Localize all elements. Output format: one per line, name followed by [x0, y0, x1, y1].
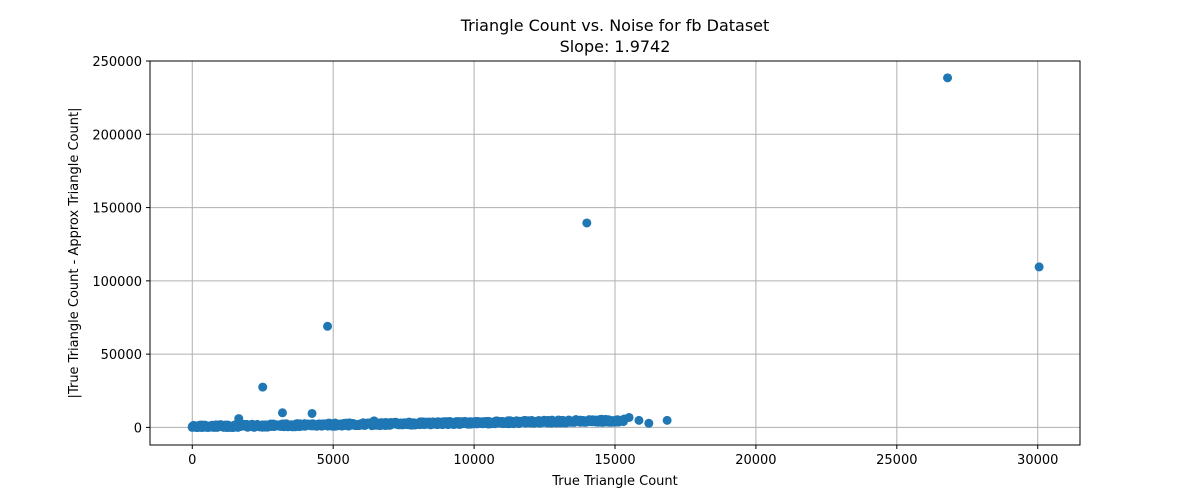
- scatter-point: [644, 418, 654, 428]
- y-axis-label: |True Triangle Count - Approx Triangle C…: [67, 108, 82, 399]
- scatter-point: [943, 73, 953, 83]
- x-tick-label: 20000: [735, 453, 776, 468]
- points-layer: [187, 73, 1044, 432]
- y-tick-label: 150000: [92, 202, 142, 217]
- scatter-point: [369, 416, 379, 426]
- scatter-point: [1034, 262, 1044, 272]
- y-tick-label: 0: [134, 421, 142, 436]
- y-tick-label: 100000: [92, 275, 142, 290]
- x-tick-label: 0: [188, 453, 196, 468]
- scatter-point: [323, 321, 333, 331]
- x-tick-label: 15000: [594, 453, 635, 468]
- y-tick-label: 250000: [92, 55, 142, 70]
- x-tick-label: 5000: [317, 453, 350, 468]
- x-tick-label: 25000: [876, 453, 917, 468]
- scatter-point: [662, 415, 672, 425]
- scatter-point: [234, 414, 244, 424]
- scatter-point: [258, 382, 268, 392]
- scatter-point: [582, 218, 592, 228]
- grid-layer: [150, 60, 1080, 445]
- scatter-point: [624, 412, 634, 422]
- ticks-layer: 0 5000 10000 15000 20000 25000 30000 0 50000 1000…: [92, 55, 1058, 468]
- y-tick-label: 50000: [101, 348, 142, 363]
- x-axis-label: True Triangle Count: [551, 474, 678, 489]
- x-tick-label: 10000: [453, 453, 494, 468]
- scatter-point: [277, 408, 287, 418]
- chart-title: Triangle Count vs. Noise for fb Dataset: [460, 16, 770, 35]
- scatter-point: [634, 415, 644, 425]
- x-tick-label: 30000: [1017, 453, 1058, 468]
- y-tick-label: 200000: [92, 128, 142, 143]
- scatter-point: [307, 408, 317, 418]
- chart-subtitle: Slope: 1.9742: [560, 37, 671, 56]
- scatter-point: [603, 415, 613, 425]
